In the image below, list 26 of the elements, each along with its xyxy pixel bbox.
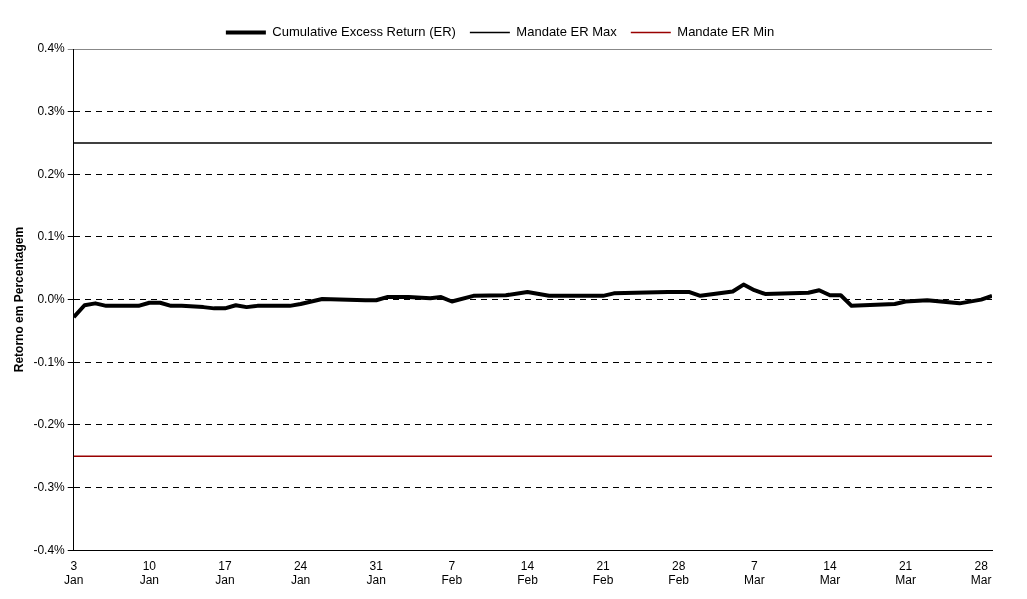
x-tick-label: 17 Jan <box>215 558 235 588</box>
x-tick-label: 14 Feb <box>517 558 539 588</box>
y-tick-label: -0.2% <box>33 417 66 432</box>
y-tick-label: 0.0% <box>37 291 66 306</box>
legend-label: Mandate ER Max <box>516 24 618 40</box>
x-tick-label: 7 Mar <box>744 558 765 588</box>
x-tick-label: 21 Mar <box>895 558 916 588</box>
x-tick-label: 24 Jan <box>290 558 311 588</box>
y-tick-label: -0.1% <box>33 354 66 369</box>
x-tick-label: 7 Feb <box>441 558 463 588</box>
x-tick-label: 31 Jan <box>366 558 386 588</box>
x-tick-label: 3 Jan <box>64 558 84 588</box>
x-tick-label: 28 Feb <box>668 558 690 588</box>
y-tick-label: -0.4% <box>33 542 66 557</box>
x-tick-label: 21 Feb <box>592 558 614 588</box>
x-tick-label: 28 Mar <box>970 558 992 588</box>
y-tick-label: -0.3% <box>33 479 66 494</box>
y-tick-label: 0.1% <box>37 229 66 244</box>
x-tick-label: 14 Mar <box>819 558 841 588</box>
x-tick-label: 10 Jan <box>139 558 160 588</box>
y-tick-label: 0.2% <box>37 166 66 181</box>
y-tick-label: 0.3% <box>37 103 66 118</box>
y-tick-label: 0.4% <box>37 41 66 56</box>
y-axis-title: Retorno em Percentagem <box>11 226 26 373</box>
legend-label: Mandate ER Min <box>677 24 775 40</box>
legend-label: Cumulative Excess Return (ER) <box>272 24 456 40</box>
